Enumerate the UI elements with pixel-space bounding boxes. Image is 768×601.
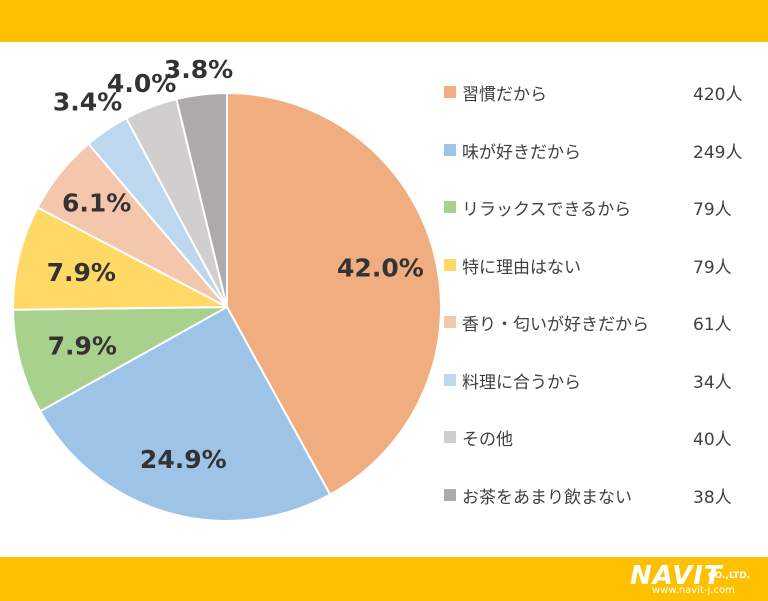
legend-item: その他 40人 [444, 425, 744, 450]
company-logo: NAVIT CO.,LTD. www.navit-j.com [630, 561, 762, 597]
legend-item: 習慣だから 420人 [444, 80, 744, 105]
legend-swatch [444, 316, 456, 328]
pie-slice-4 [12, 206, 228, 311]
pie-chart: 42.0% 24.9% 7.9% 7.9% 6.1% 3.4%4.0%3.8% [12, 55, 443, 523]
slice-percent-label-7: 4.0% [107, 69, 176, 98]
legend-swatch [444, 201, 456, 213]
pie-slice-1 [226, 91, 443, 496]
legend-count: 40人 [693, 430, 732, 450]
legend-label: お茶をあまり飲まない [462, 487, 632, 508]
footer-band [0, 557, 768, 601]
legend-count: 249人 [693, 142, 743, 163]
legend-label: その他 [462, 430, 513, 450]
legend-swatch [444, 86, 456, 98]
slice-percent-label-5: 6.1% [62, 189, 131, 218]
slice-percent-label-4: 7.9% [47, 258, 116, 287]
legend-count: 79人 [693, 257, 732, 278]
header-band [0, 0, 768, 42]
legend-label: 香り・匂いが好きだから [462, 315, 649, 335]
slice-percent-label-8: 3.8% [164, 55, 233, 84]
legend-count: 79人 [693, 200, 732, 220]
legend-swatch [444, 431, 456, 443]
pie-slice-3 [12, 306, 228, 413]
legend-swatch [444, 258, 456, 271]
legend-count: 61人 [693, 315, 732, 335]
legend-item: 特に理由はない 79人 [444, 253, 744, 278]
legend-item: 料理に合うから 34人 [444, 368, 744, 393]
legend-swatch [444, 373, 456, 386]
legend-label: 習慣だから [462, 85, 547, 105]
pie-slice-8 [175, 91, 228, 308]
slice-percent-label-2: 24.9% [140, 445, 227, 474]
legend-count: 38人 [693, 487, 732, 508]
legend-label: 料理に合うから [462, 372, 581, 393]
legend-label: リラックスできるから [462, 200, 632, 220]
slice-percent-label-1: 42.0% [337, 254, 424, 283]
logo-suffix: CO.,LTD. [708, 571, 751, 581]
legend-label: 味が好きだから [462, 142, 581, 163]
slice-percent-label-3: 7.9% [48, 332, 117, 361]
slice-percent-label-6: 3.4% [53, 88, 122, 117]
legend-item: 香り・匂いが好きだから 61人 [444, 310, 744, 335]
logo-text: NAVIT [630, 561, 723, 591]
logo-url: www.navit-j.com [652, 585, 735, 596]
legend-swatch [444, 488, 456, 501]
legend-swatch [444, 143, 456, 156]
legend-item: お茶をあまり飲まない 38人 [444, 483, 744, 508]
legend-count: 34人 [693, 372, 732, 393]
pie-slice-2 [38, 305, 332, 523]
legend-label: 特に理由はない [462, 257, 581, 278]
legend-item: リラックスできるから 79人 [444, 195, 744, 220]
legend-item: 味が好きだから 249人 [444, 138, 744, 163]
legend-count: 420人 [693, 85, 743, 105]
